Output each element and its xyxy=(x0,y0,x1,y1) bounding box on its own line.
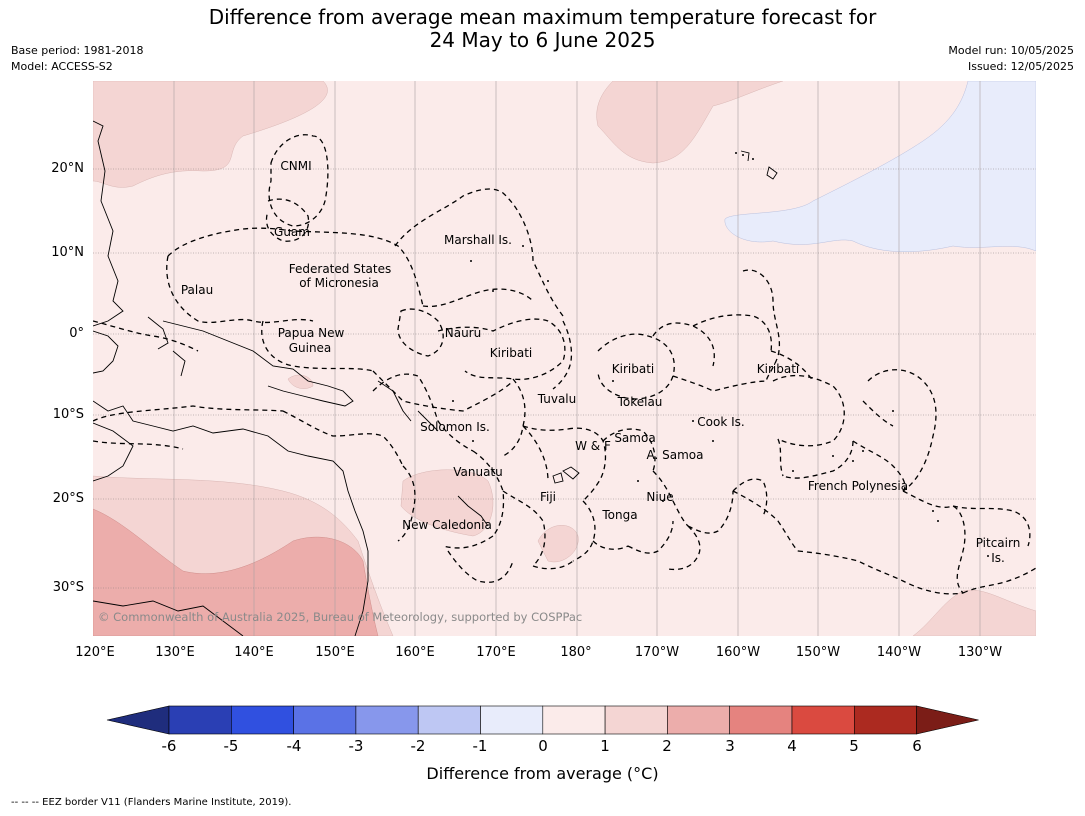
light-warm-area-png xyxy=(287,374,314,389)
colorbar-cell xyxy=(231,705,294,735)
colorbar-tick: 6 xyxy=(912,737,922,755)
label-kiribati-central: Kiribati xyxy=(612,362,654,376)
label-tokelau: Tokelau xyxy=(617,395,663,409)
light-warm-area-coral xyxy=(400,469,494,537)
issued-date: Issued: 12/05/2025 xyxy=(967,60,1074,73)
x-tick-140w: 140°W xyxy=(876,645,922,660)
island-dots xyxy=(452,152,989,557)
colorbar-cell xyxy=(417,705,481,735)
label-niue: Niue xyxy=(646,490,673,504)
label-tuvalu: Tuvalu xyxy=(537,392,577,406)
region-labels: CNMI Guam Marshall Is. Federated States … xyxy=(181,159,1020,565)
label-tonga: Tonga xyxy=(601,508,637,522)
colorbar-tick: 5 xyxy=(849,737,859,755)
label-american-samoa: A. Samoa xyxy=(647,448,704,462)
colorbar-tick: 1 xyxy=(600,737,610,755)
x-tick-130e: 130°E xyxy=(155,645,195,660)
copyright-notice: © Commonwealth of Australia 2025, Bureau… xyxy=(98,610,582,624)
longitude-lines xyxy=(173,81,981,636)
colorbar-cell xyxy=(729,705,793,735)
colorbar-label: Difference from average (°C) xyxy=(426,764,659,783)
label-new-caledonia: New Caledonia xyxy=(402,518,492,532)
latitude-lines xyxy=(93,168,1036,589)
label-cnmi: CNMI xyxy=(280,159,311,173)
map-title: Difference from average mean maximum tem… xyxy=(0,6,1085,52)
meta-left: Base period: 1981-2018 Model: ACCESS-S2 xyxy=(11,43,143,75)
base-period: Base period: 1981-2018 xyxy=(11,44,144,57)
colorbar-tick: 4 xyxy=(787,737,797,755)
y-tick-30s: 30°S xyxy=(52,580,84,595)
colorbar-tick: -6 xyxy=(161,737,177,755)
colorbar-tick: 0 xyxy=(538,737,548,755)
label-pitcairn-2: Is. xyxy=(991,551,1005,565)
cool-area-ne xyxy=(724,81,1036,253)
colorbar-tick: -1 xyxy=(472,737,488,755)
colorbar xyxy=(106,705,979,735)
x-tick-130w: 130°W xyxy=(957,645,1003,660)
colorbar-cell xyxy=(293,705,357,735)
eez-borders xyxy=(93,134,1036,595)
title-line-1: Difference from average mean maximum tem… xyxy=(208,5,877,29)
colorbar-cell xyxy=(542,705,606,735)
model-run: Model run: 10/05/2025 xyxy=(948,44,1074,57)
x-tick-180: 180° xyxy=(560,645,592,660)
label-french-polynesia: French Polynesia xyxy=(808,479,908,493)
label-guam: Guam xyxy=(274,225,310,239)
colorbar-tick: -5 xyxy=(223,737,239,755)
title-line-2: 24 May to 6 June 2025 xyxy=(429,28,656,52)
forecast-map: CNMI Guam Marshall Is. Federated States … xyxy=(93,81,1036,636)
colorbar-tick: 2 xyxy=(662,737,672,755)
label-fsm-2: of Micronesia xyxy=(299,276,379,290)
colorbar-tick: -2 xyxy=(410,737,426,755)
y-tick-20n: 20°N xyxy=(51,161,84,176)
label-solomon: Solomon Is. xyxy=(420,420,490,434)
label-cook: Cook Is. xyxy=(697,415,744,429)
label-pitcairn-1: Pitcairn xyxy=(976,536,1021,550)
colorbar-cell xyxy=(168,705,232,735)
x-tick-170e: 170°E xyxy=(476,645,516,660)
label-marshall: Marshall Is. xyxy=(444,233,512,247)
x-tick-160w: 160°W xyxy=(715,645,761,660)
light-warm-area-nw xyxy=(93,81,328,188)
x-tick-150e: 150°E xyxy=(315,645,355,660)
y-tick-20s: 20°S xyxy=(52,491,84,506)
colorbar-extend-low xyxy=(106,705,170,735)
colorbar-extend-high xyxy=(916,705,979,735)
light-warm-area-se xyxy=(912,589,1036,636)
label-kiribati-west: Kiribati xyxy=(490,346,532,360)
label-kiribati-east: Kiribati xyxy=(757,362,799,376)
colorbar-cell xyxy=(791,705,855,735)
colorbar-cell xyxy=(355,705,419,735)
y-tick-0: 0° xyxy=(69,326,84,341)
label-nauru: Nauru xyxy=(445,326,481,340)
colorbar-cell xyxy=(604,705,668,735)
meta-right: Model run: 10/05/2025 Issued: 12/05/2025 xyxy=(948,43,1074,75)
label-palau: Palau xyxy=(181,283,213,297)
eez-footnote: -- -- -- EEZ border V11 (Flanders Marine… xyxy=(11,797,292,808)
model-name: Model: ACCESS-S2 xyxy=(11,60,113,73)
label-fsm-1: Federated States xyxy=(289,262,391,276)
colorbar-cell xyxy=(667,705,731,735)
x-tick-150w: 150°W xyxy=(795,645,841,660)
label-png-1: Papua New xyxy=(278,326,345,340)
label-samoa: Samoa xyxy=(614,431,655,445)
label-png-2: Guinea xyxy=(289,341,332,355)
label-vanuatu: Vanuatu xyxy=(453,465,503,479)
colorbar-tick: 3 xyxy=(725,737,735,755)
colorbar-cell xyxy=(853,705,917,735)
y-tick-10n: 10°N xyxy=(51,245,84,260)
y-tick-10s: 10°S xyxy=(52,407,84,422)
x-tick-120e: 120°E xyxy=(75,645,115,660)
x-tick-170w: 170°W xyxy=(634,645,680,660)
coastlines xyxy=(93,120,778,636)
label-wf: W & F xyxy=(575,439,611,453)
light-warm-area-fiji xyxy=(537,525,579,563)
warm-area-sw xyxy=(93,508,379,636)
x-tick-140e: 140°E xyxy=(234,645,274,660)
colorbar-tick: -4 xyxy=(286,737,302,755)
colorbar-cell xyxy=(480,705,544,735)
label-fiji: Fiji xyxy=(540,490,556,504)
colorbar-tick: -3 xyxy=(348,737,364,755)
x-tick-160e: 160°E xyxy=(395,645,435,660)
